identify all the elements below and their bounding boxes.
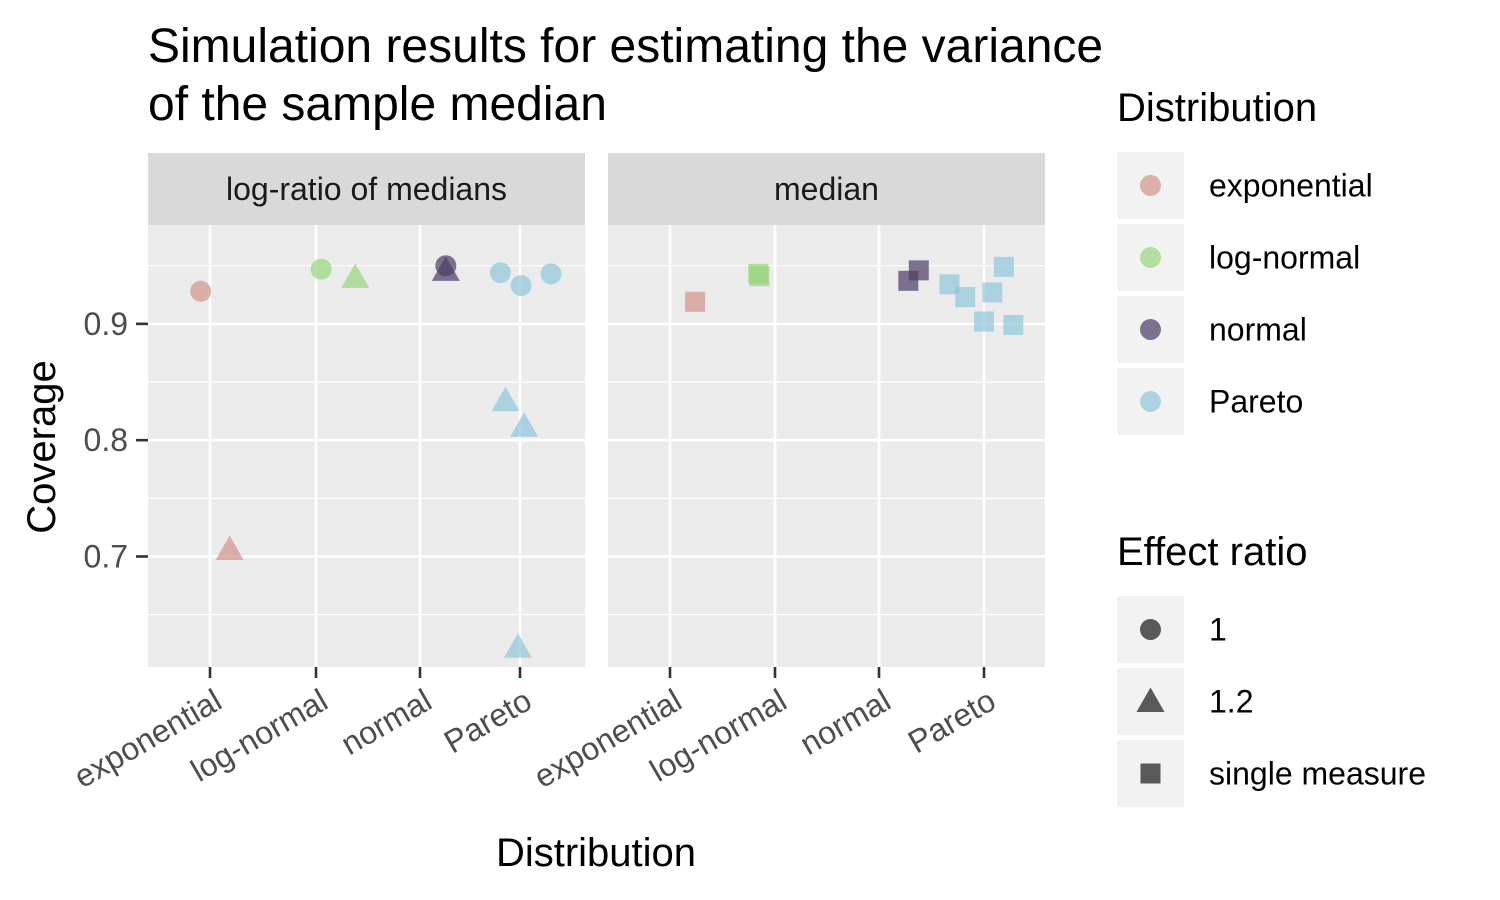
legend-label-single-measure: single measure — [1209, 756, 1426, 792]
legend-shape-title: Effect ratio — [1117, 530, 1307, 574]
data-point-log-normal-square — [749, 266, 770, 287]
y-tick-label: 0.9 — [84, 306, 128, 342]
facet-strip — [608, 153, 1045, 225]
panel-median: median — [608, 153, 1045, 667]
data-point-pareto-square — [993, 256, 1014, 277]
panel-background — [608, 225, 1045, 667]
data-point-exponential-square — [685, 291, 706, 312]
chart-title-line-1: Simulation results for estimating the va… — [148, 20, 1103, 73]
panel-log-ratio-of-medians: log-ratio of medians — [148, 153, 585, 667]
facet-strip-label: median — [774, 171, 879, 207]
legend-label-log-normal: log-normal — [1209, 240, 1360, 276]
chart-title: Simulation results for estimating the va… — [148, 20, 1103, 131]
x-tick-label-pareto: Pareto — [902, 682, 1002, 760]
plot-panels: log-ratio of medians median — [148, 153, 1045, 667]
x-axis-title: Distribution — [496, 831, 696, 875]
facet-strip-label: log-ratio of medians — [226, 171, 507, 207]
data-point-pareto-circle — [540, 263, 562, 285]
x-tick-label-pareto: Pareto — [438, 682, 538, 760]
y-axis: 0.7 0.8 0.9 — [84, 306, 148, 575]
legend: Distribution exponential log-normal normal P… — [1117, 86, 1426, 807]
legend-label-1-2: 1.2 — [1209, 684, 1253, 720]
legend-key-triangle — [1136, 687, 1165, 712]
data-point-pareto-circle — [489, 262, 511, 284]
legend-label-exponential: exponential — [1209, 168, 1373, 204]
data-point-log-normal-circle — [310, 258, 332, 280]
y-tick-label: 0.7 — [84, 539, 128, 575]
legend-key-normal — [1140, 319, 1161, 340]
data-point-log-normal-triangle — [341, 263, 370, 288]
data-point-normal-triangle — [431, 256, 460, 281]
data-point-exponential-triangle — [215, 535, 244, 561]
y-tick-label: 0.8 — [84, 422, 128, 458]
x-tick-label-normal: normal — [335, 682, 438, 762]
chart-title-line-2: of the sample median — [148, 78, 607, 131]
legend-key-circle — [1140, 619, 1161, 640]
legend-key-log-normal — [1140, 247, 1161, 268]
data-point-pareto-square — [955, 287, 976, 308]
legend-key-pareto — [1140, 391, 1161, 412]
x-tick-label-normal: normal — [794, 682, 897, 762]
data-point-normal-square — [908, 260, 929, 281]
legend-color-title: Distribution — [1117, 86, 1317, 130]
y-axis-title: Coverage — [20, 360, 64, 533]
panel-background — [148, 225, 585, 667]
data-point-pareto-square — [982, 282, 1003, 303]
data-point-pareto-square — [1003, 315, 1024, 336]
legend-label-1: 1 — [1209, 612, 1227, 648]
legend-key-exponential — [1140, 175, 1161, 196]
data-point-pareto-triangle — [503, 633, 532, 658]
facet-strip — [148, 153, 585, 225]
legend-label-pareto: Pareto — [1209, 384, 1303, 420]
legend-key-square — [1140, 763, 1161, 784]
data-point-pareto-square — [974, 311, 994, 332]
data-point-exponential-circle — [190, 280, 212, 302]
data-point-pareto-circle — [510, 274, 532, 296]
data-point-pareto-square — [939, 274, 960, 295]
data-point-pareto-triangle — [491, 386, 520, 412]
legend-label-normal: normal — [1209, 312, 1307, 348]
data-point-pareto-triangle — [510, 412, 539, 437]
